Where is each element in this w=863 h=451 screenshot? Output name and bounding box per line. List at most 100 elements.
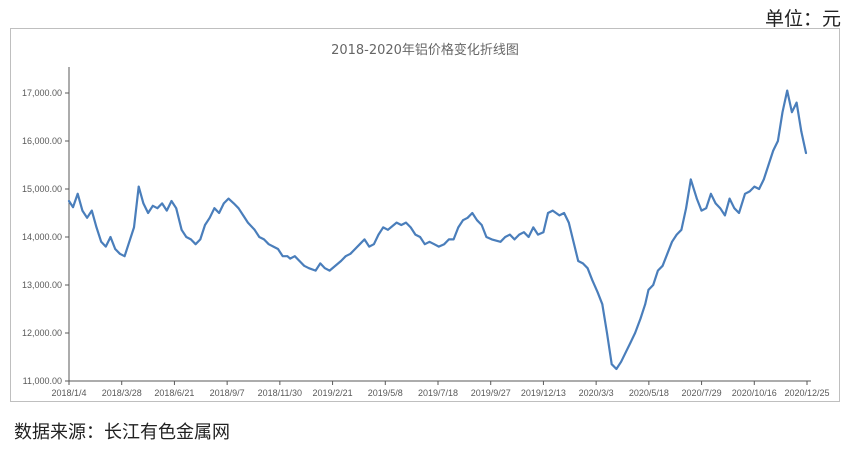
data-point	[705, 207, 708, 210]
data-point	[387, 228, 389, 231]
y-tick-label: 11,000.00	[23, 376, 62, 386]
x-tick-label: 2018/1/4	[51, 388, 86, 398]
data-point	[476, 219, 478, 222]
x-tick-label: 2019/5/8	[368, 388, 403, 398]
data-point	[527, 236, 530, 238]
data-point	[513, 238, 516, 241]
data-point	[100, 240, 103, 243]
data-point	[242, 214, 245, 217]
data-point	[409, 226, 412, 229]
data-point	[558, 214, 561, 217]
data-point	[471, 212, 474, 214]
data-point	[128, 240, 131, 243]
data-point	[448, 238, 450, 241]
data-point	[586, 267, 589, 270]
data-point	[601, 303, 604, 306]
source-label: 数据来源：长江有色金属网	[14, 422, 230, 443]
data-point	[744, 192, 746, 195]
x-tick-label: 2018/11/30	[258, 388, 302, 398]
data-point	[443, 243, 446, 246]
data-point	[661, 264, 664, 267]
chart-title: 2018-2020年铝价格变化折线图	[331, 43, 519, 58]
data-point	[685, 207, 687, 210]
data-point	[151, 204, 154, 207]
data-point	[377, 233, 380, 236]
data-point	[551, 209, 554, 212]
data-point	[72, 206, 74, 209]
data-point	[382, 226, 385, 229]
y-tick-label: 14,000.00	[22, 232, 62, 242]
data-point	[253, 228, 256, 231]
data-point	[218, 212, 221, 214]
data-point	[199, 238, 202, 241]
data-point	[194, 243, 197, 246]
data-point	[714, 202, 717, 205]
data-point	[237, 207, 240, 210]
data-point	[629, 341, 632, 344]
y-tick-label: 13,000.00	[22, 280, 62, 290]
data-point	[767, 164, 770, 166]
data-point	[428, 240, 431, 243]
data-point	[671, 240, 673, 243]
data-point	[354, 248, 356, 250]
data-point	[644, 303, 647, 306]
x-tick-label: 2019/7/18	[418, 388, 458, 398]
x-tick-label: 2020/7/29	[682, 388, 722, 398]
data-point	[666, 252, 669, 255]
data-point	[733, 207, 736, 210]
data-point	[175, 207, 178, 210]
data-point	[324, 267, 326, 270]
data-point	[710, 192, 712, 195]
data-point	[606, 332, 608, 334]
data-point	[504, 236, 507, 238]
data-point	[689, 178, 692, 181]
data-point	[76, 192, 79, 195]
data-point	[170, 200, 173, 202]
y-tick-label: 15,000.00	[22, 184, 62, 194]
data-point	[567, 221, 570, 224]
x-axis: 2018/1/4 2018/3/28 2018/6/21 2018/9/7 2018/1…	[51, 380, 830, 398]
data-point	[289, 257, 291, 260]
y-tick-label: 16,000.00	[22, 136, 62, 146]
data-point	[624, 351, 627, 354]
data-point	[537, 233, 539, 236]
data-point	[499, 240, 502, 243]
data-point	[123, 255, 126, 258]
data-point	[781, 111, 784, 114]
data-point	[185, 236, 188, 238]
data-point	[485, 236, 488, 238]
data-point	[462, 219, 464, 222]
x-tick-label: 2018/6/21	[154, 388, 194, 398]
data-point	[738, 212, 740, 214]
data-point	[577, 260, 580, 262]
data-point	[137, 185, 140, 188]
data-point	[652, 284, 655, 286]
y-tick-label: 17,000.00	[22, 88, 62, 98]
data-point	[695, 197, 698, 200]
data-point	[349, 252, 352, 255]
data-point	[395, 221, 398, 224]
data-point	[620, 360, 622, 363]
data-point	[675, 233, 678, 236]
data-point	[615, 368, 618, 370]
data-point	[81, 209, 84, 212]
x-tick-label: 2019/9/27	[471, 388, 511, 398]
data-point	[647, 288, 650, 291]
data-point	[208, 216, 211, 219]
data-point	[452, 238, 455, 241]
data-point	[405, 221, 407, 224]
data-point	[344, 255, 347, 258]
x-tick-label: 2019/2/21	[313, 388, 353, 398]
data-point	[68, 200, 70, 202]
data-point	[114, 248, 117, 250]
data-point	[753, 185, 756, 188]
data-point	[156, 207, 159, 210]
data-point	[340, 260, 342, 262]
chart-frame: 2018-2020年铝价格变化折线图 11,000.00 12,000.00 13,…	[10, 28, 840, 402]
data-point	[748, 190, 751, 193]
data-point	[805, 152, 807, 154]
data-point	[263, 238, 265, 241]
data-point	[272, 245, 275, 248]
data-point	[204, 224, 206, 226]
data-point	[363, 238, 366, 241]
